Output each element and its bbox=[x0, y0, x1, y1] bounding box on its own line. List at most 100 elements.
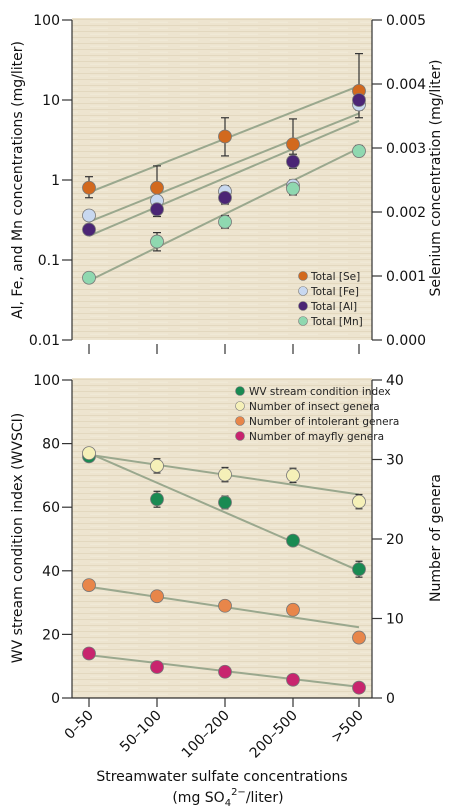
bottom-data-point bbox=[352, 630, 366, 645]
bottom-data-point bbox=[82, 446, 96, 461]
bottom-data-point bbox=[82, 646, 96, 661]
top-data-point bbox=[82, 208, 96, 223]
bottom-data-point bbox=[150, 492, 164, 507]
x-axis-title-prefix: (mg SO bbox=[172, 790, 224, 806]
top-axes: 0.01 0.1 1 10 100 0.000 0.001 0.002 0.003 0.004 0.… bbox=[29, 13, 426, 354]
bottom-right-tick-label: 40 bbox=[386, 373, 404, 389]
bottom-left-tick-label: 80 bbox=[42, 437, 60, 453]
top-data-point bbox=[82, 222, 96, 237]
top-right-tick-label: 0.000 bbox=[386, 333, 426, 349]
x-axis-title-line1: Streamwater sulfate concentrations bbox=[96, 769, 347, 785]
x-axis-title-suffix: /liter) bbox=[246, 790, 284, 806]
x-category-label: >500 bbox=[328, 708, 367, 747]
bottom-data-point bbox=[150, 660, 164, 674]
bottom-legend-label: Number of intolerant genera bbox=[249, 416, 399, 428]
top-data-point bbox=[150, 234, 164, 249]
bottom-left-axis-title: WV stream condition index (WVSCI) bbox=[10, 413, 26, 663]
top-legend-marker bbox=[298, 301, 308, 311]
x-category-label: 50–100 bbox=[117, 708, 165, 756]
top-fit-line bbox=[88, 119, 360, 237]
bottom-right-tick-label: 20 bbox=[386, 532, 404, 548]
bottom-left-tick-label: 0 bbox=[51, 691, 60, 707]
bottom-legend-marker bbox=[235, 431, 245, 441]
top-legend-label: Total [Al] bbox=[310, 301, 357, 313]
x-category-label: 200–500 bbox=[247, 708, 301, 762]
bottom-fit-line bbox=[88, 452, 360, 572]
bottom-data-point bbox=[82, 578, 96, 593]
bottom-data-point bbox=[352, 562, 366, 577]
bottom-data-point bbox=[286, 468, 300, 483]
bottom-right-tick-label: 0 bbox=[386, 691, 395, 707]
top-left-tick-label: 0.01 bbox=[29, 333, 60, 349]
bottom-legend-marker bbox=[235, 401, 245, 411]
top-legend: Total [Se] Total [Fe] Total [Al] Total [Mn] bbox=[298, 271, 363, 328]
top-data-point bbox=[218, 190, 232, 205]
top-left-axis-title: Al, Fe, and Mn concentrations (mg/liter) bbox=[10, 41, 26, 319]
top-data-point bbox=[150, 180, 164, 195]
top-legend-marker bbox=[298, 271, 308, 281]
top-data-points bbox=[82, 83, 366, 285]
x-category-label: 0–50 bbox=[62, 708, 97, 743]
bottom-data-point bbox=[150, 589, 164, 604]
top-legend-marker bbox=[298, 316, 308, 326]
x-category-labels: 0–50 50–100 100–200 200–500 >500 bbox=[62, 708, 367, 762]
top-data-point bbox=[82, 270, 96, 285]
top-left-tick-label: 10 bbox=[42, 93, 60, 109]
bottom-left-tick-label: 20 bbox=[42, 627, 60, 643]
bottom-left-tick-label: 100 bbox=[33, 373, 60, 389]
top-legend-label: Total [Mn] bbox=[310, 316, 363, 328]
x-axis-title-sub: 4 bbox=[225, 798, 231, 809]
bottom-right-tick-label: 30 bbox=[386, 453, 404, 469]
bottom-legend-marker bbox=[235, 386, 245, 396]
bottom-data-point bbox=[150, 458, 164, 473]
top-data-point bbox=[286, 137, 300, 152]
top-left-tick-label: 100 bbox=[33, 13, 60, 29]
top-data-point bbox=[218, 129, 232, 144]
bottom-data-point bbox=[218, 664, 232, 679]
bottom-data-point bbox=[218, 467, 232, 482]
bottom-data-point bbox=[286, 533, 300, 548]
bottom-data-point bbox=[218, 598, 232, 613]
x-axis-title-line2: (mg SO42−/liter) bbox=[172, 787, 283, 809]
bottom-data-point bbox=[352, 494, 366, 509]
top-legend-marker bbox=[298, 286, 308, 296]
top-data-point bbox=[352, 144, 366, 158]
top-legend-label: Total [Se] bbox=[310, 271, 360, 283]
top-data-point bbox=[82, 180, 96, 195]
bottom-panel-background bbox=[72, 378, 372, 698]
bottom-left-tick-label: 40 bbox=[42, 564, 60, 580]
top-data-point bbox=[286, 154, 300, 169]
top-legend-label: Total [Fe] bbox=[310, 286, 359, 298]
top-right-tick-label: 0.001 bbox=[386, 269, 426, 285]
top-fit-line bbox=[88, 112, 360, 223]
bottom-legend: WV stream condition index Number of insec… bbox=[235, 386, 399, 443]
top-right-axis-title: Selenium concentration (mg/liter) bbox=[428, 60, 444, 297]
top-right-tick-label: 0.005 bbox=[386, 13, 426, 29]
x-axis-title-sup: 2− bbox=[231, 787, 246, 798]
top-fit-line bbox=[88, 147, 360, 282]
x-category-label: 100–200 bbox=[179, 708, 233, 762]
bottom-legend-label: Number of mayfly genera bbox=[249, 431, 384, 443]
bottom-data-point bbox=[218, 495, 232, 510]
bottom-data-points bbox=[82, 446, 366, 695]
bottom-axes: 0 20 40 60 80 100 0 10 20 30 40 bbox=[33, 373, 404, 707]
top-data-point bbox=[150, 202, 164, 217]
bottom-legend-label: Number of insect genera bbox=[249, 401, 380, 413]
bottom-legend-label: WV stream condition index bbox=[249, 386, 391, 398]
top-left-tick-label: 1 bbox=[51, 173, 60, 189]
top-left-tick-label: 0.1 bbox=[38, 253, 60, 269]
bottom-data-point bbox=[286, 672, 300, 687]
bottom-data-point bbox=[352, 680, 366, 695]
bottom-data-point bbox=[286, 602, 300, 617]
top-right-tick-label: 0.004 bbox=[386, 77, 426, 93]
top-right-tick-label: 0.003 bbox=[386, 141, 426, 157]
top-data-point bbox=[286, 181, 300, 196]
top-data-point bbox=[218, 214, 232, 229]
bottom-right-tick-label: 10 bbox=[386, 612, 404, 628]
top-right-tick-label: 0.002 bbox=[386, 205, 426, 221]
top-data-point bbox=[352, 93, 366, 107]
bottom-left-tick-label: 60 bbox=[42, 500, 60, 516]
bottom-legend-marker bbox=[235, 416, 245, 426]
bottom-right-axis-title: Number of genera bbox=[428, 474, 444, 602]
